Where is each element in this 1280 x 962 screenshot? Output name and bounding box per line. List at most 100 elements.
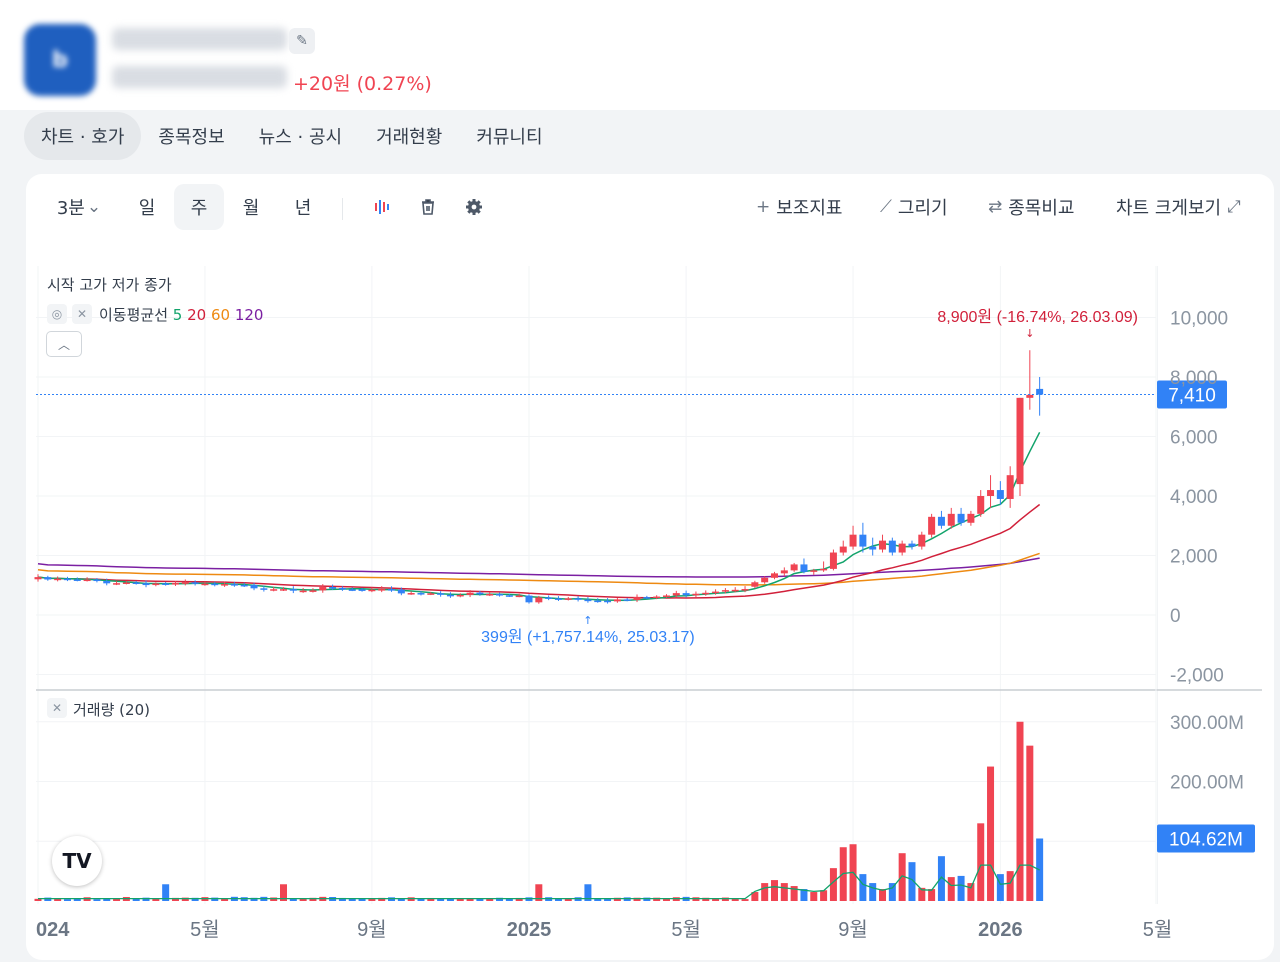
expand-icon: ⤢	[1227, 197, 1241, 217]
candle-body	[407, 593, 415, 595]
candle-body	[329, 587, 337, 589]
candle-body	[437, 593, 445, 595]
current-price-tag	[1157, 380, 1227, 409]
candle-body	[309, 590, 317, 592]
volume-bar	[820, 890, 828, 901]
draw-button[interactable]: ⟋ 그리기	[880, 184, 948, 230]
candle-body	[152, 583, 160, 586]
stock-tabs: 차트 · 호가 종목정보 뉴스 · 공시 거래현황 커뮤니티	[24, 112, 560, 160]
candle-body	[790, 564, 798, 571]
candle-body	[780, 570, 788, 574]
time-tick-label: 2026	[978, 919, 1023, 941]
volume-bar	[476, 898, 484, 901]
candle-body	[358, 589, 366, 591]
compare-button[interactable]: ⇄ 종목비교	[988, 184, 1075, 230]
candle-body	[1026, 394, 1034, 398]
volume-legend: 거래량 (20)	[73, 701, 150, 719]
close-volume-icon[interactable]: ✕	[47, 698, 67, 718]
volume-bar	[947, 877, 955, 901]
volume-bar	[800, 889, 808, 901]
candle-body	[977, 496, 985, 514]
current-volume-label: 104.62M	[1169, 829, 1243, 850]
candle-body	[879, 540, 887, 550]
tab-info[interactable]: 종목정보	[158, 127, 225, 148]
period-year[interactable]: 년	[294, 198, 312, 219]
tab-community[interactable]: 커뮤니티	[476, 127, 543, 148]
candle-body	[299, 590, 307, 593]
down-arrow-icon: ↓	[1025, 327, 1034, 340]
volume-bar	[162, 884, 170, 901]
tradingview-logo-icon[interactable]: TV	[52, 836, 102, 886]
ma-period-list: 5 20 60 120	[173, 306, 264, 324]
period-month[interactable]: 월	[242, 198, 260, 219]
volume-bar	[780, 883, 788, 901]
compare-label: 종목비교	[1008, 198, 1075, 219]
volume-bar	[977, 823, 985, 901]
volume-bar	[142, 897, 150, 901]
collapse-legend-icon[interactable]: ︿	[46, 331, 82, 357]
tab-news[interactable]: 뉴스 · 공시	[258, 127, 343, 148]
candle-body	[564, 598, 572, 600]
chevron-down-icon: ⌄	[86, 197, 102, 217]
settings-gear-icon[interactable]	[456, 184, 492, 230]
candle-body	[554, 598, 562, 600]
candle-body	[476, 592, 484, 595]
candle-body	[584, 599, 592, 602]
volume-bar	[653, 897, 661, 901]
candle-body	[731, 589, 739, 592]
volume-bar	[93, 899, 101, 901]
volume-bar	[987, 766, 995, 901]
time-tick-label: 5월	[190, 918, 220, 941]
candle-body	[240, 584, 248, 587]
candle-body	[319, 587, 327, 591]
period-week[interactable]: 주	[174, 184, 224, 230]
candle-body	[83, 579, 91, 582]
volume-bar	[888, 883, 896, 901]
candle-body	[525, 595, 533, 603]
candle-body	[613, 599, 621, 602]
edit-icon[interactable]: ✎	[289, 28, 315, 54]
candle-body	[348, 589, 356, 591]
volume-bar	[741, 899, 749, 901]
candle-body	[230, 584, 238, 586]
stock-header: b ✎ +20원 (0.27%)	[0, 0, 1280, 110]
volume-bar	[397, 898, 405, 901]
candle-body	[280, 589, 287, 591]
volume-bar	[181, 897, 189, 901]
trash-icon[interactable]	[410, 184, 446, 230]
volume-bar	[211, 897, 219, 901]
candle-body	[898, 543, 906, 553]
ma-legend: 이동평균선 5 20 60 120	[99, 304, 263, 325]
expand-chart-button[interactable]: 차트 크게보기 ⤢	[1116, 184, 1241, 230]
volume-bar	[132, 898, 140, 901]
candle-type-icon[interactable]	[364, 184, 400, 230]
swap-icon: ⇄	[988, 197, 1003, 217]
stock-logo: b	[24, 24, 96, 96]
volume-bar	[584, 884, 592, 901]
expand-label: 차트 크게보기	[1116, 198, 1222, 219]
volume-bar	[898, 853, 906, 901]
tab-trading[interactable]: 거래현황	[376, 127, 443, 148]
candle-body	[937, 516, 945, 526]
candle-body	[849, 534, 857, 547]
candle-body	[908, 543, 916, 547]
candle-body	[918, 534, 926, 547]
candle-body	[682, 593, 690, 596]
volume-bar	[928, 889, 936, 901]
volume-bar	[221, 898, 229, 901]
eye-hidden-icon[interactable]: ◎	[47, 304, 67, 324]
interval-dropdown[interactable]: 3분 ⌄	[46, 184, 112, 230]
ma-period-20: 20	[182, 306, 207, 324]
volume-bar	[643, 897, 651, 901]
chart-toolbar: 3분 ⌄ 일 주 월 년 + 보조지표 ⟋ 그리기 ⇄ 종목비교 차트 크게보기	[26, 184, 1274, 234]
period-day[interactable]: 일	[138, 198, 156, 219]
price-tick-label: 2,000	[1170, 547, 1218, 568]
indicators-button[interactable]: + 보조지표	[756, 184, 843, 230]
volume-ma-line	[38, 864, 1040, 900]
volume-bar	[712, 898, 720, 901]
close-ma-icon[interactable]: ✕	[72, 304, 92, 324]
ohlc-legend: 시작 고가 저가 종가	[47, 276, 172, 294]
volume-bar	[427, 897, 435, 901]
tab-chart[interactable]: 차트 · 호가	[24, 112, 142, 160]
